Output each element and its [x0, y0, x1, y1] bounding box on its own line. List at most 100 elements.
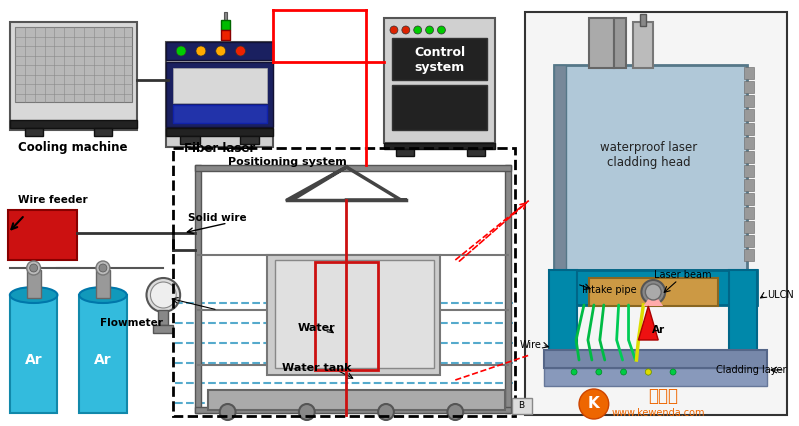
Bar: [10, 295, 58, 413]
Circle shape: [402, 26, 410, 34]
Circle shape: [579, 389, 609, 419]
Text: K: K: [588, 397, 600, 412]
Bar: [745, 123, 754, 135]
Circle shape: [426, 26, 434, 34]
Text: Wire feeder: Wire feeder: [18, 195, 87, 205]
Text: Ar: Ar: [94, 353, 112, 367]
Circle shape: [99, 264, 107, 272]
Circle shape: [26, 261, 41, 275]
Circle shape: [146, 278, 180, 312]
Bar: [195, 165, 511, 171]
Text: Positioning system: Positioning system: [228, 157, 347, 167]
Text: Control
system: Control system: [414, 46, 465, 74]
Bar: [505, 165, 511, 413]
Bar: [315, 262, 378, 370]
Bar: [745, 67, 754, 79]
Bar: [745, 81, 754, 93]
Bar: [166, 62, 273, 127]
Text: Flowmeter: Flowmeter: [101, 318, 163, 328]
Bar: [641, 14, 646, 26]
Bar: [195, 407, 511, 413]
Circle shape: [390, 26, 398, 34]
Bar: [26, 270, 41, 298]
Bar: [8, 210, 78, 260]
Circle shape: [414, 26, 422, 34]
Bar: [589, 18, 614, 68]
Circle shape: [299, 404, 315, 420]
Bar: [550, 270, 577, 355]
Text: Water: Water: [298, 323, 336, 333]
Text: Water tank: Water tank: [282, 363, 352, 373]
Circle shape: [96, 261, 110, 275]
Circle shape: [30, 264, 38, 272]
Bar: [10, 120, 137, 128]
Bar: [589, 278, 718, 306]
Bar: [10, 22, 137, 130]
Bar: [525, 12, 787, 415]
Bar: [180, 136, 200, 144]
Bar: [173, 148, 515, 416]
Bar: [511, 398, 531, 414]
Circle shape: [447, 404, 463, 420]
Text: Cooling machine: Cooling machine: [18, 141, 128, 155]
Bar: [166, 42, 273, 147]
Bar: [240, 136, 260, 144]
Bar: [153, 325, 173, 333]
Bar: [555, 65, 747, 270]
Text: Wire: Wire: [519, 340, 542, 350]
Bar: [166, 42, 273, 60]
Circle shape: [196, 46, 206, 56]
Circle shape: [670, 369, 676, 375]
Text: 可问答: 可问答: [648, 387, 678, 405]
Polygon shape: [638, 306, 658, 340]
Bar: [745, 207, 754, 219]
Bar: [25, 128, 42, 136]
Circle shape: [642, 280, 665, 304]
Bar: [208, 390, 505, 410]
Bar: [550, 270, 757, 305]
Circle shape: [596, 369, 602, 375]
Bar: [745, 221, 754, 233]
Circle shape: [216, 46, 225, 56]
Text: Laser beam: Laser beam: [654, 270, 712, 280]
Bar: [195, 165, 201, 413]
Text: B: B: [519, 401, 525, 411]
Bar: [221, 30, 229, 40]
Bar: [166, 128, 273, 136]
Bar: [392, 85, 487, 130]
Bar: [745, 95, 754, 107]
Circle shape: [150, 282, 177, 308]
Bar: [173, 68, 267, 103]
Text: ULCN: ULCN: [767, 290, 794, 300]
Bar: [392, 38, 487, 80]
Text: waterproof laser
cladding head: waterproof laser cladding head: [600, 141, 697, 169]
Ellipse shape: [79, 287, 127, 303]
Bar: [96, 270, 110, 298]
Bar: [745, 179, 754, 191]
Bar: [384, 143, 495, 149]
Text: Cladding layer: Cladding layer: [717, 365, 787, 375]
Circle shape: [236, 46, 245, 56]
Text: Ar: Ar: [25, 353, 42, 367]
Circle shape: [220, 404, 236, 420]
Bar: [224, 12, 227, 22]
Polygon shape: [643, 292, 663, 306]
Text: Solid wire: Solid wire: [189, 213, 247, 223]
Bar: [745, 235, 754, 247]
Bar: [267, 255, 440, 375]
Bar: [745, 165, 754, 177]
Bar: [544, 350, 767, 368]
Bar: [396, 149, 414, 156]
Circle shape: [177, 46, 186, 56]
Bar: [467, 149, 485, 156]
Bar: [634, 22, 654, 68]
Bar: [94, 128, 112, 136]
Bar: [173, 105, 267, 123]
Bar: [275, 260, 434, 368]
Bar: [544, 368, 767, 386]
Text: Ar: Ar: [652, 325, 665, 335]
Circle shape: [646, 369, 651, 375]
Circle shape: [646, 369, 651, 375]
Bar: [745, 137, 754, 149]
Bar: [384, 18, 495, 143]
